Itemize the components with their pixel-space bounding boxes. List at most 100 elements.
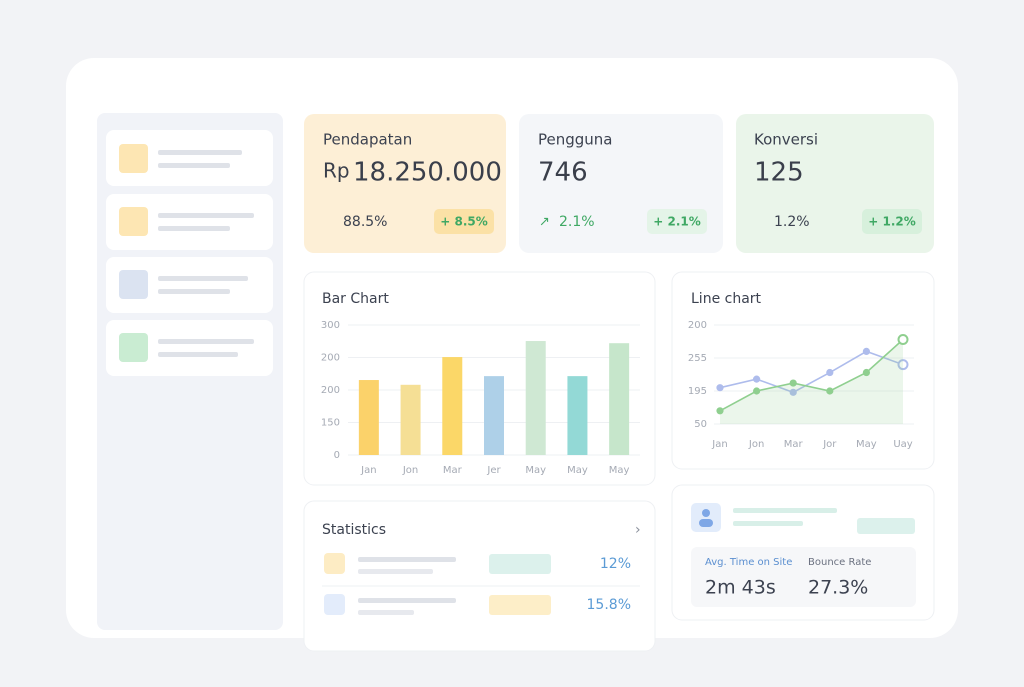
x-tick-label: Jon xyxy=(402,465,418,476)
point xyxy=(862,347,871,355)
y-tick-label: 300 xyxy=(321,320,340,331)
bar xyxy=(525,341,546,455)
icon xyxy=(119,333,148,362)
bar xyxy=(484,376,504,455)
badge xyxy=(647,209,707,234)
point xyxy=(826,368,834,377)
chart-title: Bar Chart xyxy=(322,291,389,307)
placeholder xyxy=(733,521,803,526)
card-title: Konversi xyxy=(754,131,818,149)
y-tick-label: 200 xyxy=(321,353,340,364)
placeholder xyxy=(358,598,456,603)
x-tick-label: May xyxy=(567,465,588,476)
x-tick-label: Jor xyxy=(822,439,837,450)
metric-label: Avg. Time on Site xyxy=(705,557,792,568)
sidebar-item[interactable] xyxy=(106,320,273,376)
x-tick-label: May xyxy=(609,465,630,476)
badge-text: + 2.1% xyxy=(653,215,701,229)
y-tick-label: 200 xyxy=(688,320,707,331)
bar-chart: 300 200 200 150 0 Jan Jon Mar Jer May May May xyxy=(321,320,640,476)
sidebar-item[interactable] xyxy=(106,194,273,250)
card-title: Pendapatan xyxy=(323,131,412,149)
placeholder xyxy=(158,339,254,344)
x-tick-label: May xyxy=(525,465,546,476)
point xyxy=(862,368,871,377)
card-change: 88.5% xyxy=(343,214,387,230)
point xyxy=(716,384,724,392)
sidebar-item[interactable] xyxy=(106,130,273,186)
x-tick-label: Mar xyxy=(784,439,804,450)
placeholder xyxy=(733,508,837,513)
icon xyxy=(324,553,345,574)
y-tick-label: 0 xyxy=(334,450,340,461)
y-tick-label: 200 xyxy=(321,385,340,396)
point xyxy=(753,387,761,395)
placeholder xyxy=(358,557,456,562)
line-chart: 200 255 195 50 Jan Jon Mar Jor May Uay xyxy=(688,320,914,450)
bar xyxy=(400,384,421,455)
placeholder xyxy=(158,352,238,357)
avatar-head xyxy=(702,509,710,517)
bar xyxy=(442,357,463,455)
x-tick-label: Jan xyxy=(360,465,376,476)
line xyxy=(719,338,904,412)
card-value: 18.250.000 xyxy=(353,158,502,188)
point xyxy=(789,388,797,396)
stat-value: 12% xyxy=(600,556,631,572)
avatar xyxy=(691,503,721,532)
point xyxy=(753,375,761,383)
placeholder xyxy=(158,213,254,218)
icon xyxy=(324,594,345,615)
placeholder xyxy=(158,276,248,281)
badge-text: + 1.2% xyxy=(868,215,916,229)
y-tick-label: 195 xyxy=(688,386,707,397)
point xyxy=(789,379,797,387)
area xyxy=(720,339,903,424)
card-value: 125 xyxy=(754,158,804,188)
tag xyxy=(489,554,551,574)
y-tick-label: 150 xyxy=(321,418,340,429)
card-title: Pengguna xyxy=(538,131,613,149)
section-title: Statistics xyxy=(322,522,386,538)
placeholder xyxy=(158,163,230,168)
card xyxy=(671,271,935,470)
y-tick-label: 50 xyxy=(694,419,707,430)
tag xyxy=(489,595,551,615)
point xyxy=(826,387,834,395)
badge xyxy=(434,209,494,234)
point xyxy=(716,407,724,415)
icon xyxy=(119,144,148,173)
placeholder xyxy=(158,289,230,294)
metrics-panel xyxy=(691,547,916,607)
tag xyxy=(857,518,915,534)
card-change: 1.2% xyxy=(774,214,810,230)
metric-label: Bounce Rate xyxy=(808,557,871,568)
chart-title: Line chart xyxy=(691,291,762,307)
x-tick-label: Uay xyxy=(893,439,912,450)
line xyxy=(719,350,904,394)
trend-icon: ↗ xyxy=(539,215,550,230)
card-change: 2.1% xyxy=(559,214,595,230)
point xyxy=(897,359,909,371)
point xyxy=(897,334,909,346)
stat-value: 15.8% xyxy=(587,597,631,613)
x-tick-label: Mar xyxy=(443,465,463,476)
placeholder xyxy=(158,150,242,155)
y-tick-label: 255 xyxy=(688,353,707,364)
badge-text: + 8.5% xyxy=(440,215,488,229)
avatar-body xyxy=(699,519,713,527)
placeholder xyxy=(358,610,414,615)
badge xyxy=(862,209,922,234)
chevron[interactable]: › xyxy=(635,522,641,538)
metric-value: 27.3% xyxy=(808,577,868,599)
x-tick-label: Jan xyxy=(711,439,727,450)
currency: Rp xyxy=(323,159,350,183)
sidebar-item[interactable] xyxy=(106,257,273,313)
x-tick-label: May xyxy=(856,439,877,450)
x-tick-label: Jer xyxy=(486,465,501,476)
icon xyxy=(119,270,148,299)
metric-value: 2m 43s xyxy=(705,577,776,599)
sidebar-items xyxy=(106,130,273,376)
card-value: 746 xyxy=(538,158,588,188)
